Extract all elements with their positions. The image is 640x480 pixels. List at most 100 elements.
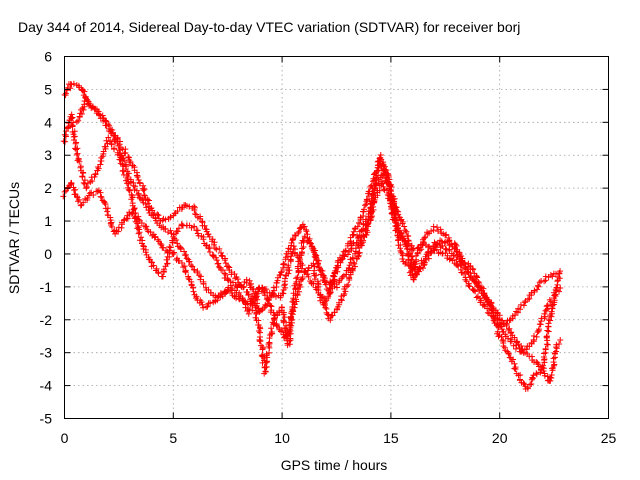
data-point [370, 190, 377, 197]
data-point [162, 216, 169, 223]
data-point [364, 221, 371, 228]
data-point [185, 258, 192, 265]
data-point [202, 242, 209, 249]
data-point [485, 298, 492, 305]
data-point [484, 305, 491, 312]
data-point [430, 223, 437, 230]
data-point [433, 241, 440, 248]
data-point [398, 230, 405, 237]
data-point [550, 355, 557, 362]
data-point [182, 251, 189, 258]
data-point [181, 263, 188, 270]
data-point [295, 230, 302, 237]
data-point [379, 172, 386, 179]
data-point [442, 245, 449, 252]
data-point [505, 350, 512, 357]
data-point [173, 237, 180, 244]
data-point [399, 256, 406, 263]
y-tick-label: 1 [44, 213, 52, 229]
data-point [541, 310, 548, 317]
data-point [74, 150, 81, 157]
data-point [111, 137, 118, 144]
data-point [290, 290, 297, 297]
data-point [331, 269, 338, 276]
data-point [102, 143, 109, 150]
data-point [443, 231, 450, 238]
data-point [536, 321, 543, 328]
data-point [200, 236, 207, 243]
data-point [279, 327, 286, 334]
data-point [135, 190, 142, 197]
data-point [134, 174, 141, 181]
data-point [206, 233, 213, 240]
data-point [232, 275, 239, 282]
y-tick-label: 3 [44, 147, 52, 163]
data-point [198, 218, 205, 225]
data-point [503, 322, 510, 329]
y-tick-label: 2 [44, 180, 52, 196]
data-point [359, 233, 366, 240]
data-point [399, 220, 406, 227]
data-point [552, 270, 559, 277]
y-tick-label: 4 [44, 114, 52, 130]
data-point [306, 239, 313, 246]
data-point [108, 141, 115, 148]
y-tick-labels: -5 -4 -3 -2 -1 0 1 2 3 4 5 6 [40, 49, 53, 427]
data-point [417, 264, 424, 271]
data-point [141, 186, 148, 193]
data-point [152, 233, 159, 240]
data-point [437, 226, 444, 233]
data-point [205, 231, 212, 238]
data-point [265, 297, 272, 304]
data-point [136, 229, 143, 236]
data-point [518, 348, 525, 355]
data-point [544, 333, 551, 340]
data-point [528, 381, 535, 388]
data-point [525, 296, 532, 303]
data-point [73, 193, 80, 200]
data-point [473, 273, 480, 280]
data-point [185, 275, 192, 282]
data-point [75, 198, 82, 205]
data-point [280, 260, 287, 267]
data-point [536, 279, 543, 286]
data-point [208, 238, 215, 245]
data-point [233, 283, 240, 290]
data-point [166, 247, 173, 254]
data-point [354, 241, 361, 248]
data-point [339, 252, 346, 259]
data-point [174, 228, 181, 235]
data-point [213, 257, 220, 264]
data-point [285, 262, 292, 269]
data-point [284, 327, 291, 334]
data-point [83, 184, 90, 191]
data-point [409, 253, 416, 260]
data-point [252, 294, 259, 301]
data-point [331, 276, 338, 283]
data-point [135, 176, 142, 183]
data-point [182, 269, 189, 276]
data-point [189, 263, 196, 270]
data-point [242, 304, 249, 311]
data-point [352, 225, 359, 232]
data-point [401, 223, 408, 230]
data-point [215, 260, 222, 267]
data-point [512, 345, 519, 352]
data-point [416, 268, 423, 275]
data-point [103, 137, 110, 144]
data-point [475, 278, 482, 285]
data-point [520, 380, 527, 387]
data-point [315, 257, 322, 264]
data-point [531, 287, 538, 294]
data-point [80, 199, 87, 206]
data-point [346, 262, 353, 269]
data-point [234, 284, 241, 291]
data-point [391, 198, 398, 205]
data-point [552, 291, 559, 298]
data-point [481, 291, 488, 298]
data-point [295, 228, 302, 235]
data-point [191, 223, 198, 230]
data-point [520, 302, 527, 309]
data-point [80, 170, 87, 177]
data-point [296, 288, 303, 295]
